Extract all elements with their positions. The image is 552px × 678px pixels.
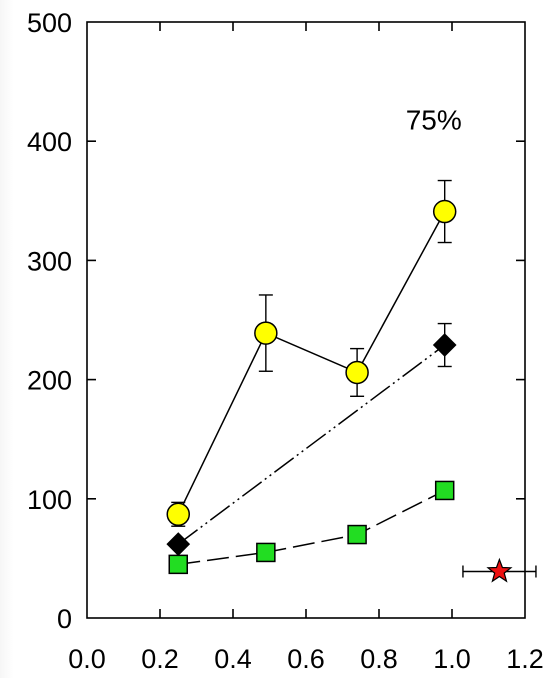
data-point-circle bbox=[346, 361, 368, 383]
x-tick-label: 1.0 bbox=[433, 644, 471, 674]
data-point-square bbox=[348, 526, 366, 544]
data-point-square bbox=[169, 555, 187, 573]
x-tick-label: 0.4 bbox=[214, 644, 252, 674]
y-tick-label: 200 bbox=[27, 366, 72, 396]
y-tick-label: 100 bbox=[27, 485, 72, 515]
data-point-diamond bbox=[167, 533, 189, 555]
data-point-circle bbox=[167, 503, 189, 525]
data-point-circle bbox=[255, 322, 277, 344]
data-point-square bbox=[257, 543, 275, 561]
y-tick-label: 300 bbox=[27, 246, 72, 276]
x-tick-label: 1.2 bbox=[506, 644, 544, 674]
annotation-label: 75% bbox=[406, 104, 462, 135]
y-tick-label: 400 bbox=[27, 127, 72, 157]
data-point-diamond bbox=[434, 334, 456, 356]
x-tick-label: 0.6 bbox=[287, 644, 325, 674]
x-tick-label: 0.2 bbox=[141, 644, 179, 674]
series-circle-line bbox=[178, 212, 444, 515]
y-tick-label: 0 bbox=[57, 604, 72, 634]
y-tick-label: 500 bbox=[27, 8, 72, 38]
series-diamond-line bbox=[178, 345, 444, 544]
data-point-square bbox=[436, 481, 454, 499]
data-point-circle bbox=[434, 201, 456, 223]
data-point-star bbox=[488, 560, 511, 582]
x-tick-label: 0.8 bbox=[360, 644, 398, 674]
series-square-line bbox=[178, 491, 444, 565]
x-tick-label: 0.0 bbox=[68, 644, 106, 674]
